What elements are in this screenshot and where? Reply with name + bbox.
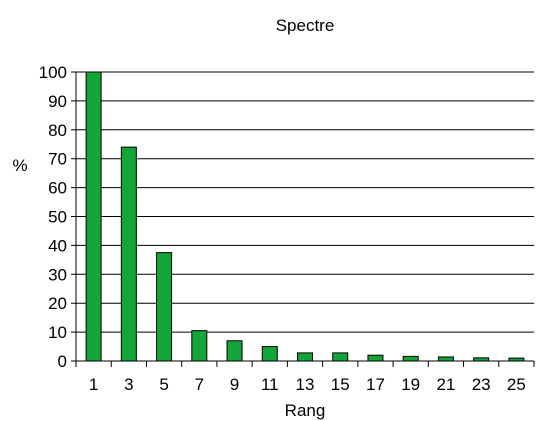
y-tick-label: 40 — [48, 236, 67, 255]
axes — [71, 71, 535, 367]
x-tick-label: 21 — [436, 375, 455, 394]
y-tick-label: 50 — [48, 208, 67, 227]
y-tick-labels: 0 10 20 30 40 50 60 70 80 90 100 — [39, 63, 67, 371]
x-tick-label: 9 — [230, 375, 239, 394]
bar-rang-9 — [226, 340, 243, 362]
bar-rang-19 — [402, 355, 419, 362]
y-tick-label: 80 — [48, 121, 67, 140]
bar-rang-15 — [332, 352, 349, 362]
gridlines — [76, 71, 534, 333]
y-tick-label: 30 — [48, 265, 67, 284]
x-tick-label: 3 — [124, 375, 133, 394]
y-axis-label: % — [12, 156, 27, 175]
bar-rang-17 — [367, 354, 384, 362]
x-tick-label: 23 — [472, 375, 491, 394]
bars — [85, 71, 525, 362]
bar-rang-3 — [120, 146, 137, 362]
bar-rang-5 — [156, 252, 173, 362]
bar-rang-11 — [261, 346, 278, 362]
x-tick-label: 13 — [296, 375, 315, 394]
x-tick-label: 17 — [366, 375, 385, 394]
x-tick-label: 25 — [507, 375, 526, 394]
y-tick-label: 60 — [48, 179, 67, 198]
y-tick-label: 20 — [48, 294, 67, 313]
x-tick-labels: 1 3 5 7 9 11 13 15 17 19 21 23 25 — [89, 375, 526, 394]
bar-rang-7 — [191, 330, 208, 362]
y-tick-label: 100 — [39, 63, 67, 82]
x-tick-label: 5 — [159, 375, 168, 394]
x-tick-label: 15 — [331, 375, 350, 394]
x-tick-label: 7 — [195, 375, 204, 394]
y-tick-label: 90 — [48, 92, 67, 111]
x-axis-label: Rang — [285, 401, 326, 420]
x-tick-label: 1 — [89, 375, 98, 394]
y-tick-label: 70 — [48, 150, 67, 169]
x-tick-label: 11 — [261, 375, 279, 394]
chart-title: Spectre — [276, 16, 335, 35]
y-tick-label: 0 — [58, 352, 67, 371]
x-tick-label: 19 — [401, 375, 420, 394]
bar-rang-1 — [85, 71, 102, 362]
bar-rang-13 — [297, 352, 313, 362]
bar-rang-21 — [437, 356, 454, 362]
y-tick-label: 10 — [48, 323, 67, 342]
